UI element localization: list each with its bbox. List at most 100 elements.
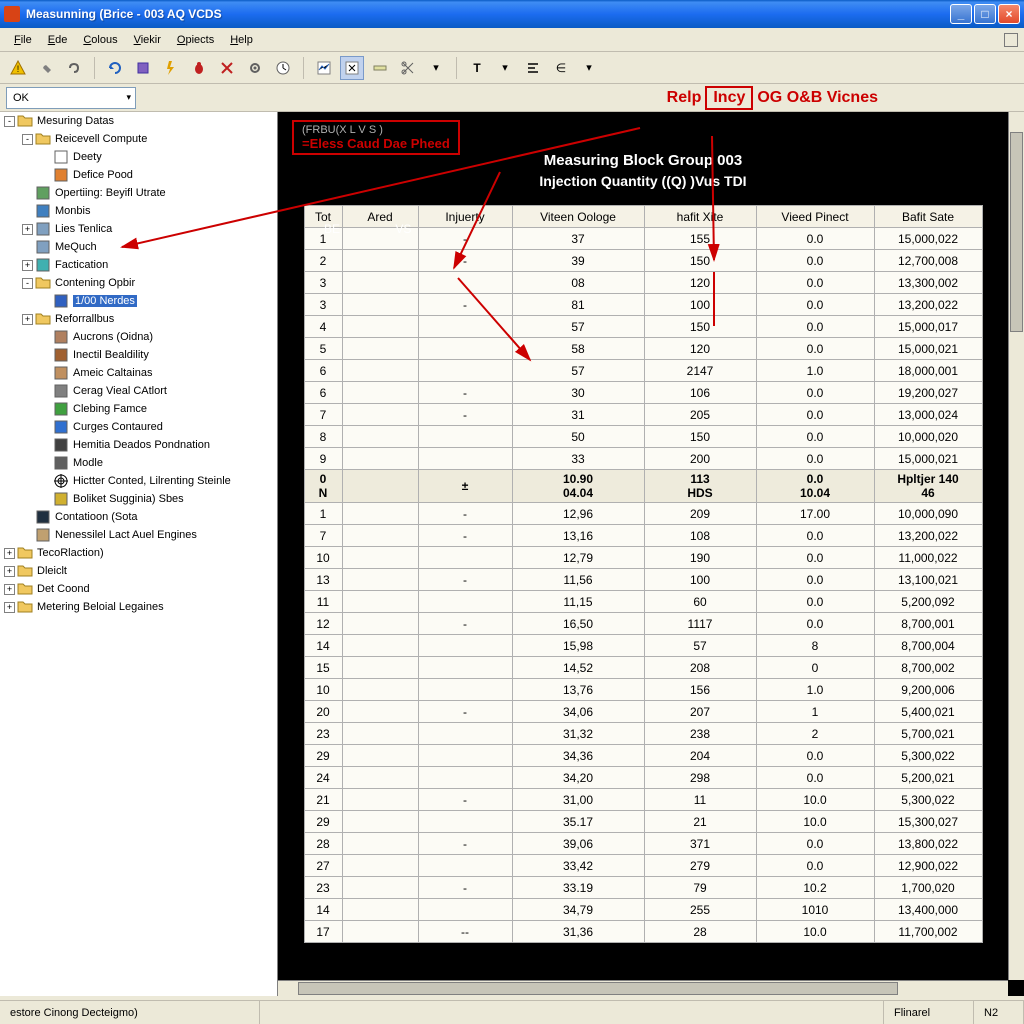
tree-item[interactable]: Defice Pood <box>0 166 277 184</box>
menu-viekir[interactable]: Viekir <box>126 31 169 49</box>
close-button[interactable]: × <box>998 4 1020 24</box>
tree-expander[interactable]: + <box>4 584 15 595</box>
tree-item[interactable]: +Lies Tenlica <box>0 220 277 238</box>
tree-item[interactable]: Deety <box>0 148 277 166</box>
tree-item[interactable]: +TecoRlaction) <box>0 544 277 562</box>
tool-ruler-icon[interactable] <box>368 56 392 80</box>
table-row[interactable]: 2331,3223825,700,021 <box>304 723 982 745</box>
table-header[interactable]: Vieed Pinect <box>756 206 874 228</box>
tree-item[interactable]: Contatioon (Sota <box>0 508 277 526</box>
table-row[interactable]: 2733,422790.012,900,022 <box>304 855 982 877</box>
table-row[interactable]: 7-312050.013,000,024 <box>304 404 982 426</box>
table-row[interactable]: 3081200.013,300,002 <box>304 272 982 294</box>
tree-item[interactable]: -Reicevell Compute <box>0 130 277 148</box>
tree-item[interactable]: Aucrons (Oidna) <box>0 328 277 346</box>
table-row[interactable]: 1012,791900.011,000,022 <box>304 547 982 569</box>
tree-item[interactable]: Ameic Caltainas <box>0 364 277 382</box>
tree-expander[interactable]: - <box>22 134 33 145</box>
tree-item[interactable]: Clebing Famce <box>0 400 277 418</box>
table-row[interactable]: 2935.172110.015,300,027 <box>304 811 982 833</box>
tree-item[interactable]: Monbis <box>0 202 277 220</box>
tree-item[interactable]: -Contening Opbir <box>0 274 277 292</box>
table-row[interactable]: 3-811000.013,200,022 <box>304 294 982 316</box>
table-header[interactable]: hafit Xite <box>644 206 756 228</box>
tree-item[interactable]: +Reforrallbus <box>0 310 277 328</box>
table-row[interactable]: 1-12,9620917.0010,000,090 <box>304 503 982 525</box>
tree-item[interactable]: MeQuch <box>0 238 277 256</box>
table-row[interactable]: 13-11,561000.013,100,021 <box>304 569 982 591</box>
tool-dropdown-icon[interactable]: ▾ <box>424 56 448 80</box>
tree-expander[interactable]: + <box>22 260 33 271</box>
table-header[interactable]: Viteen Oologe <box>512 206 644 228</box>
menu-ede[interactable]: Ede <box>40 31 76 49</box>
tree-item[interactable]: Hictter Conted, Lilrenting Steinle <box>0 472 277 490</box>
table-row[interactable]: 1514,5220808,700,002 <box>304 657 982 679</box>
tool-align-icon[interactable] <box>521 56 545 80</box>
horizontal-scrollbar[interactable] <box>278 980 1008 996</box>
tree-item[interactable]: +Factication <box>0 256 277 274</box>
table-row[interactable]: 7-13,161080.013,200,022 <box>304 525 982 547</box>
ok-combobox[interactable]: OK <box>6 87 136 109</box>
table-row[interactable]: 21-31,001110.05,300,022 <box>304 789 982 811</box>
table-row[interactable]: 0N±10.9004.04113HDS0.010.04Hpltjer 14046 <box>304 470 982 503</box>
tree-item[interactable]: Boliket Sugginia) Sbes <box>0 490 277 508</box>
corner-icon[interactable] <box>1004 33 1018 47</box>
tree-expander[interactable]: + <box>22 314 33 325</box>
tree-expander[interactable]: + <box>4 548 15 559</box>
tool-select-icon[interactable] <box>340 56 364 80</box>
tree-item[interactable]: Modle <box>0 454 277 472</box>
table-row[interactable]: 9332000.015,000,021 <box>304 448 982 470</box>
tree-item[interactable]: +Metering Beloial Legaines <box>0 598 277 616</box>
tool-cross-icon[interactable] <box>215 56 239 80</box>
tree-item[interactable]: Cerag Vieal CAtlort <box>0 382 277 400</box>
tool-wrench-icon[interactable] <box>34 56 58 80</box>
table-row[interactable]: 28-39,063710.013,800,022 <box>304 833 982 855</box>
tree-item[interactable]: Opertiing: Beyifl Utrate <box>0 184 277 202</box>
menu-file[interactable]: File <box>6 31 40 49</box>
menu-colous[interactable]: Colous <box>75 31 125 49</box>
tool-scissors-icon[interactable] <box>396 56 420 80</box>
tree-expander[interactable]: - <box>4 116 15 127</box>
tool-chart-icon[interactable] <box>312 56 336 80</box>
table-header[interactable]: Injuerty <box>418 206 512 228</box>
tool-textdown-icon[interactable]: ▾ <box>493 56 517 80</box>
tree-expander[interactable]: + <box>22 224 33 235</box>
menu-opiects[interactable]: Opiects <box>169 31 222 49</box>
tool-text-icon[interactable]: T <box>465 56 489 80</box>
tree-item[interactable]: Inectil Bealdility <box>0 346 277 364</box>
table-row[interactable]: 17--31,362810.011,700,002 <box>304 921 982 943</box>
menu-help[interactable]: Help <box>222 31 261 49</box>
warning-icon[interactable]: ! <box>6 56 30 80</box>
tree-item[interactable]: +Dleiclt <box>0 562 277 580</box>
table-row[interactable]: 23-33.197910.21,700,020 <box>304 877 982 899</box>
table-row[interactable]: 1434,79255101013,400,000 <box>304 899 982 921</box>
tree-expander[interactable]: - <box>22 278 33 289</box>
tool-link-icon[interactable] <box>62 56 86 80</box>
tree-item[interactable]: Nenessilel Lact Auel Engines <box>0 526 277 544</box>
minimize-button[interactable]: _ <box>950 4 972 24</box>
table-row[interactable]: 12-16,5011170.08,700,001 <box>304 613 982 635</box>
tool-bug-icon[interactable] <box>187 56 211 80</box>
table-row[interactable]: 2934,362040.05,300,022 <box>304 745 982 767</box>
table-row[interactable]: 8501500.010,000,020 <box>304 426 982 448</box>
tree-item[interactable]: 1/00 Nerdes <box>0 292 277 310</box>
table-row[interactable]: 1013,761561.09,200,006 <box>304 679 982 701</box>
tree-expander[interactable]: + <box>4 602 15 613</box>
tool-sigmadown-icon[interactable]: ▾ <box>577 56 601 80</box>
table-row[interactable]: 5581200.015,000,021 <box>304 338 982 360</box>
tree-panel[interactable]: -Mesuring Datas-Reicevell ComputeDeetyDe… <box>0 112 278 996</box>
table-row[interactable]: 2-391500.012,700,008 <box>304 250 982 272</box>
tool-sigma-icon[interactable]: ∈ <box>549 56 573 80</box>
table-row[interactable]: 20-34,0620715,400,021 <box>304 701 982 723</box>
tool-refresh-icon[interactable] <box>103 56 127 80</box>
table-row[interactable]: 4571500.015,000,017 <box>304 316 982 338</box>
tree-expander[interactable]: + <box>4 566 15 577</box>
maximize-button[interactable]: □ <box>974 4 996 24</box>
table-row[interactable]: 6-301060.019,200,027 <box>304 382 982 404</box>
tool-box-icon[interactable] <box>131 56 155 80</box>
tree-item[interactable]: -Mesuring Datas <box>0 112 277 130</box>
vertical-scrollbar[interactable] <box>1008 112 1024 980</box>
table-row[interactable]: 2434,202980.05,200,021 <box>304 767 982 789</box>
tree-item[interactable]: +Det Coond <box>0 580 277 598</box>
tree-item[interactable]: Hemitia Deados Pondnation <box>0 436 277 454</box>
